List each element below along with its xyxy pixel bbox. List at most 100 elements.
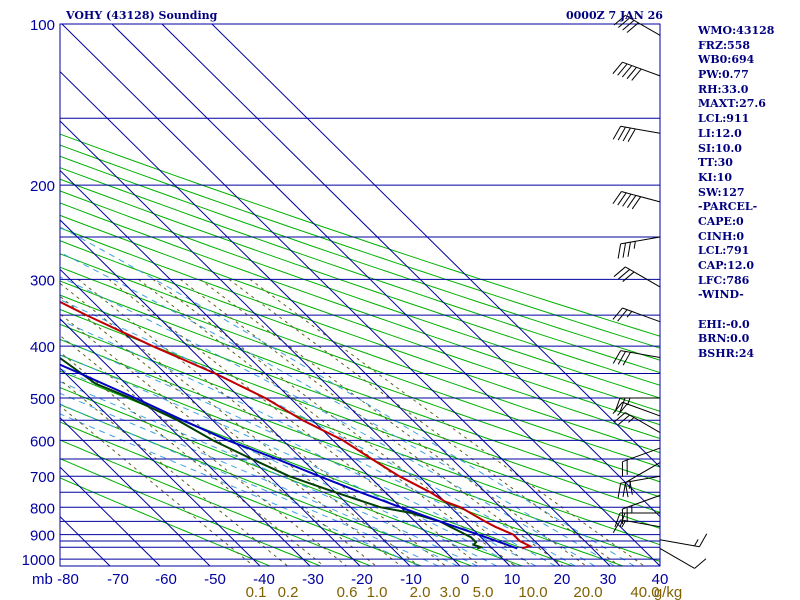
- isotherm-line: [161, 24, 660, 518]
- index-line: LI:12.0: [698, 126, 742, 140]
- moist-adiabat-line: [60, 392, 459, 566]
- dry-adiabat-line: [60, 354, 624, 566]
- index-line: CINH:0: [698, 229, 745, 243]
- temperature-tick-label: 10: [504, 571, 521, 588]
- mixing-ratio-line: [228, 278, 620, 566]
- isotherm-line: [60, 120, 511, 566]
- dry-adiabat-line: [60, 338, 660, 562]
- mixing-ratio-label: 40.0: [630, 584, 659, 600]
- dry-adiabat-line: [60, 133, 660, 337]
- temperature-tick-label: -40: [253, 571, 275, 588]
- mixing-ratio-label: 0.1: [246, 584, 267, 600]
- isotherm-line: [60, 466, 161, 566]
- pressure-tick-label: 900: [30, 528, 55, 545]
- wind-barb: [659, 547, 707, 569]
- index-line: SI:10.0: [698, 141, 742, 155]
- isotherm-line: [211, 24, 660, 468]
- mixing-ratio-label: 10.0: [518, 584, 547, 600]
- dry-adiabat-line: [60, 266, 660, 483]
- dry-adiabat-line: [60, 240, 660, 454]
- isotherm-line: [60, 416, 211, 566]
- mixing-ratio-label: 0.2: [278, 584, 299, 600]
- wind-barb: [613, 412, 661, 433]
- temperature-tick-label: 30: [600, 571, 617, 588]
- wind-barb: [617, 236, 661, 259]
- dry-adiabat-line: [60, 421, 422, 566]
- temperature-tick-label: -70: [107, 571, 129, 588]
- pressure-tick-label: 800: [30, 500, 55, 517]
- pressure-tick-label: 400: [30, 339, 55, 356]
- pressure-tick-label: 200: [30, 178, 55, 195]
- pressure-tick-label: 600: [30, 433, 55, 450]
- dry-adiabat-line: [60, 227, 660, 440]
- index-line: PW:0.77: [698, 68, 749, 82]
- index-line: BSHR:24: [698, 347, 755, 361]
- mixing-ratio-line: [60, 313, 377, 566]
- dry-adiabat-line: [60, 477, 271, 566]
- moist-adiabat-line: [60, 319, 556, 566]
- pressure-unit-label: mb: [32, 571, 53, 588]
- temperature-tick-label: 0: [461, 571, 469, 588]
- mixing-ratio-line: [60, 282, 420, 566]
- isotherm-line: [60, 318, 311, 566]
- temperature-tick-label: -10: [400, 571, 422, 588]
- index-line: SW:127: [698, 185, 745, 199]
- index-line: LCL:791: [698, 244, 750, 258]
- isotherm-line: [61, 24, 611, 566]
- mixing-ratio-label: 1.0: [367, 584, 388, 600]
- dry-adiabat-line: [60, 167, 660, 374]
- wind-barb: [613, 14, 661, 36]
- dewpoint-profile-line: [60, 356, 485, 550]
- wind-barb: [621, 494, 661, 524]
- temperature-tick-label: -50: [204, 571, 226, 588]
- mixing-ratio-line: [60, 334, 347, 566]
- mixing-ratio-line: [249, 278, 645, 566]
- wind-barb: [612, 307, 661, 323]
- isotherm-line: [0, 24, 10, 566]
- mixing-ratio-label: 3.0: [440, 584, 461, 600]
- moist-adiabat-line: [60, 381, 478, 566]
- dry-adiabat-line: [60, 214, 660, 426]
- index-line: -WIND-: [698, 288, 744, 302]
- temperature-tick-label: -80: [57, 571, 79, 588]
- plot-area: [0, 24, 660, 566]
- wind-barb: [659, 533, 708, 548]
- mixing-ratio-line: [138, 278, 516, 566]
- isotherm-line: [60, 70, 561, 566]
- mixing-ratio-line: [60, 351, 325, 566]
- dry-adiabat-line: [60, 253, 660, 468]
- pressure-tick-label: 100: [30, 17, 55, 34]
- mixing-ratio-label: 20.0: [573, 584, 602, 600]
- index-line: WB0:694: [698, 53, 755, 67]
- index-line: KI:10: [698, 170, 733, 184]
- isotherm-line: [60, 268, 361, 566]
- stability-indices-panel: WMO:43128 FRZ:558 WB0:694 PW:0.77 RH:33.0 MAX…: [698, 24, 774, 362]
- temperature-tick-label: -30: [302, 571, 324, 588]
- mixing-ratio-line: [108, 278, 482, 566]
- dry-adiabat-line: [60, 202, 660, 412]
- mixing-ratio-line: [199, 278, 587, 566]
- mixing-ratio-line: [60, 379, 288, 566]
- dry-adiabat-line: [60, 294, 660, 513]
- observation-time: 0000Z 7 JAN 26: [566, 9, 663, 22]
- pressure-tick-label: 1000: [22, 552, 55, 569]
- parcel-profile-line: [60, 363, 518, 550]
- wind-barb: [612, 61, 661, 81]
- index-line: [698, 303, 774, 318]
- dry-adiabat-line: [60, 323, 660, 546]
- index-line: CAPE:0: [698, 214, 744, 228]
- mixing-ratio-label: 5.0: [473, 584, 494, 600]
- wind-barb: [621, 447, 661, 477]
- moist-adiabat-line: [60, 299, 576, 566]
- mixing-ratio-label: 0.6: [337, 584, 358, 600]
- index-line: BRN:0.0: [698, 332, 750, 346]
- index-line: TT:30: [698, 156, 733, 170]
- chart-title: VOHY (43128) Sounding: [66, 9, 218, 22]
- dry-adiabat-line: [60, 439, 371, 566]
- mixing-ratio-line: [152, 278, 532, 566]
- wind-barb: [612, 519, 661, 533]
- wind-barb: [612, 191, 661, 210]
- temperature-tick-label: -20: [351, 571, 373, 588]
- index-line: WMO:43128: [698, 24, 775, 37]
